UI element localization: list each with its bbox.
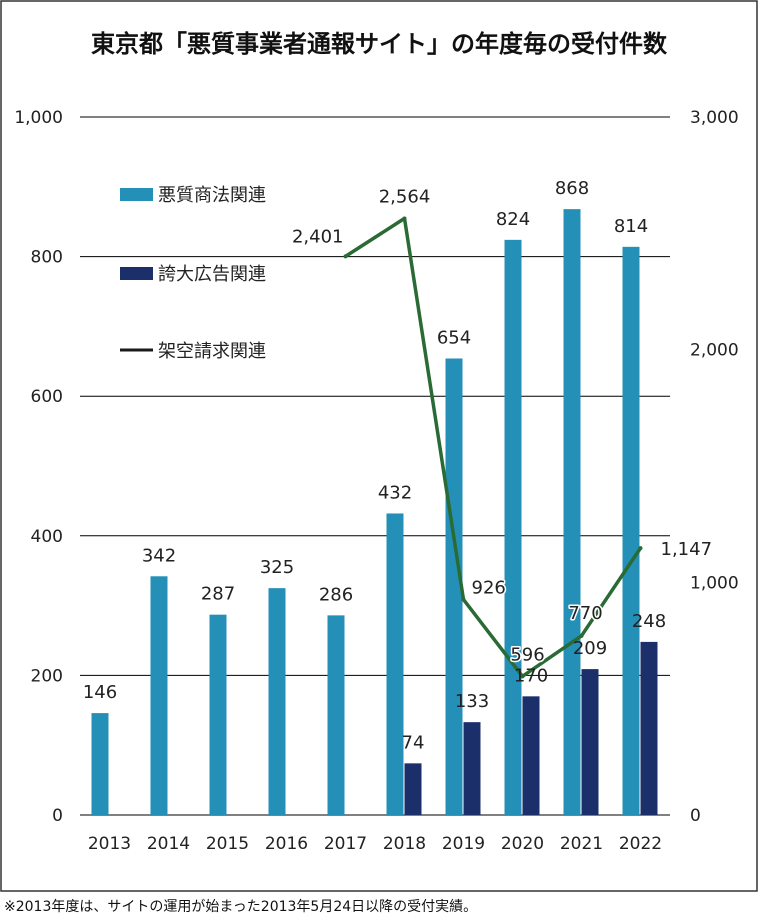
bar-value-label: 342 xyxy=(142,545,176,566)
bar-value-label: 868 xyxy=(555,178,589,199)
bar-value-label: 286 xyxy=(319,584,353,605)
bar-series2 xyxy=(463,722,481,815)
bar-series1 xyxy=(445,358,463,815)
line-value-label: 770 xyxy=(568,603,602,624)
x-tick-label: 2014 xyxy=(147,834,190,854)
line-value-label: 2,564 xyxy=(379,186,431,207)
bar-series1 xyxy=(91,713,109,815)
y-left-tick-label: 800 xyxy=(31,248,63,268)
line-series xyxy=(343,216,643,679)
bar-series1 xyxy=(268,588,286,815)
data-labels: 146 342 287 325 286 432 654 824 868 814 74 133 170 20… xyxy=(83,178,714,753)
bar-value-label: 146 xyxy=(83,682,117,703)
x-tick-label: 2013 xyxy=(88,834,131,854)
x-tick-label: 2019 xyxy=(442,834,485,854)
bar-value-label: 248 xyxy=(632,611,666,632)
line-point xyxy=(520,674,525,679)
y-left-tick-label: 0 xyxy=(52,806,63,826)
line-path-series3 xyxy=(344,216,642,679)
bar-value-label: 170 xyxy=(514,665,548,686)
x-tick-label: 2016 xyxy=(265,834,308,854)
bar-series1 xyxy=(504,239,522,815)
legend: 悪質商法関連 誇大広告関連 架空請求関連 xyxy=(120,185,266,362)
bar-value-label: 814 xyxy=(614,216,648,237)
bar-value-label: 287 xyxy=(201,584,235,605)
line-point xyxy=(579,633,584,638)
bar-series1 xyxy=(563,209,581,816)
line-point xyxy=(638,546,643,551)
line-value-label: 1,147 xyxy=(661,539,713,560)
y-left-tick-label: 1,000 xyxy=(14,108,63,128)
bar-value-label: 824 xyxy=(496,209,530,230)
bar-value-label: 325 xyxy=(260,557,294,578)
y-right-tick-label: 1,000 xyxy=(690,573,739,593)
chart-frame xyxy=(0,0,758,892)
y-right-tick-label: 0 xyxy=(690,806,701,826)
bar-series1 xyxy=(209,614,227,815)
y-left-tick-label: 400 xyxy=(31,527,63,547)
bar-value-label: 209 xyxy=(573,638,607,659)
line-point xyxy=(402,216,407,221)
legend-label-series2: 誇大広告関連 xyxy=(158,264,266,285)
y-left-tick-label: 200 xyxy=(31,666,63,686)
bar-value-label: 654 xyxy=(437,328,471,349)
bar-series2 xyxy=(404,763,422,815)
line-value-label: 2,401 xyxy=(292,226,344,247)
bar-value-label: 133 xyxy=(455,691,489,712)
bar-series2 xyxy=(581,669,599,815)
line-value-label: 926 xyxy=(472,578,506,599)
legend-label-series3: 架空請求関連 xyxy=(158,341,266,362)
line-point xyxy=(461,597,466,602)
bars xyxy=(91,209,658,816)
x-tick-label: 2017 xyxy=(324,834,367,854)
axis-ticks: 0 200 400 600 800 1,000 0 1,000 2,000 3,000 2013 20… xyxy=(14,108,738,854)
bar-series1 xyxy=(327,615,345,815)
y-right-tick-label: 2,000 xyxy=(690,341,739,361)
chart-title: 東京都「悪質事業者通報サイト」の年度毎の受付件数 xyxy=(91,30,668,58)
bar-series1 xyxy=(150,576,168,815)
bar-value-label: 74 xyxy=(402,732,425,753)
bar-series1 xyxy=(386,513,404,815)
bar-series2 xyxy=(522,696,540,815)
x-tick-label: 2022 xyxy=(619,834,662,854)
legend-swatch-series2 xyxy=(120,267,153,280)
footnote: ※2013年度は、サイトの運用が始まった2013年5月24日以降の受付実績。 xyxy=(4,899,477,915)
legend-swatch-series1 xyxy=(120,188,153,201)
x-tick-label: 2020 xyxy=(501,834,544,854)
x-tick-label: 2021 xyxy=(560,834,603,854)
x-tick-label: 2015 xyxy=(206,834,249,854)
line-value-label: 596 xyxy=(510,644,544,665)
y-left-tick-label: 600 xyxy=(31,387,63,407)
line-point xyxy=(343,254,348,259)
bar-series1 xyxy=(622,246,640,815)
y-right-tick-label: 3,000 xyxy=(690,108,739,128)
bar-series2 xyxy=(640,641,658,815)
legend-label-series1: 悪質商法関連 xyxy=(158,185,266,206)
bar-value-label: 432 xyxy=(378,482,412,503)
x-tick-label: 2018 xyxy=(383,834,426,854)
